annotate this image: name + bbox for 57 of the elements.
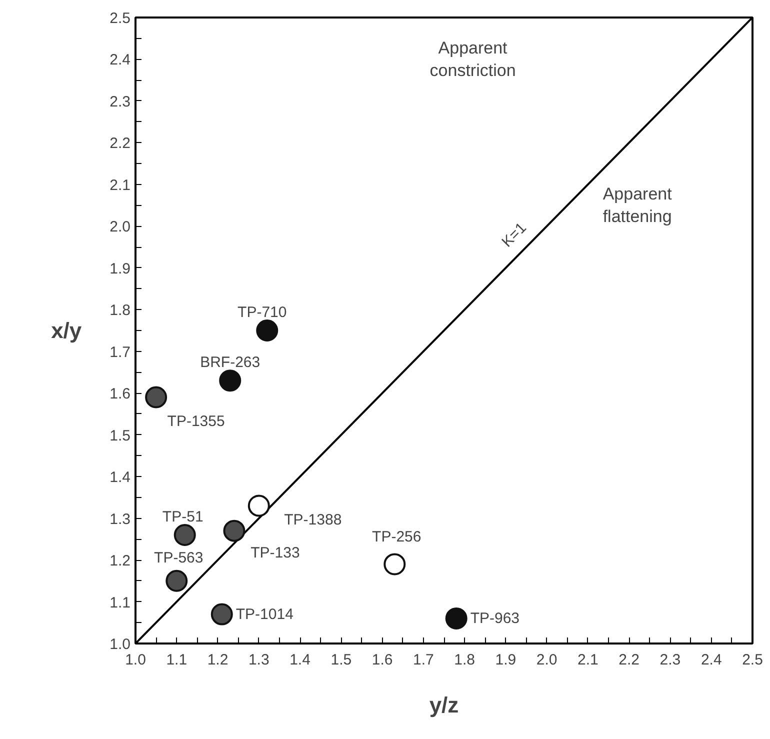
annotation: TP-710 (238, 304, 287, 321)
annotation: TP-963 (470, 610, 520, 627)
y-tick-label: 2.0 (110, 218, 131, 236)
point (384, 553, 406, 576)
y-tick-label: 2.3 (110, 93, 131, 110)
point (248, 494, 270, 517)
x-tick-label: 1.6 (372, 652, 393, 668)
point (166, 570, 188, 592)
x-tick-label: 2.1 (578, 652, 598, 668)
x-tick-label: 1.7 (413, 652, 434, 668)
y-tick-label: 1.2 (110, 552, 131, 570)
x-tick-label: 2.2 (618, 652, 640, 668)
point (445, 607, 468, 630)
annotation: TP-133 (250, 544, 300, 562)
annotation: TP-256 (372, 528, 422, 546)
x-tick-label: 1.3 (248, 652, 270, 668)
y-tick-label: 2.5 (110, 10, 131, 27)
annotation: TP-1355 (167, 412, 225, 430)
annotation: TP-51 (162, 508, 204, 526)
y-tick-label: 1.6 (110, 386, 131, 403)
y-tick-label: 2.1 (110, 176, 131, 194)
annotation: TP-1388 (284, 511, 342, 528)
point (256, 320, 278, 342)
x-tick-label: 1.8 (454, 652, 475, 668)
x-tick-label: 1.0 (125, 652, 146, 668)
y-tick-label: 1.5 (110, 427, 131, 444)
point (174, 524, 196, 546)
annotation: Apparent flattening (602, 184, 672, 226)
x-tick-label: 2.3 (660, 652, 681, 668)
x-tick-label: 2.0 (536, 652, 558, 668)
x-tick-label: 1.9 (495, 652, 516, 668)
point (145, 386, 168, 408)
annotation: BRF-263 (200, 354, 260, 372)
x-tick-label: 1.5 (330, 652, 352, 668)
y-tick-label: 1.9 (110, 260, 131, 278)
y-tick-label: 1.1 (110, 594, 131, 612)
annotation: Apparent constriction (430, 38, 516, 80)
y-tick-label: 1.7 (110, 344, 131, 361)
x-tick-label: 2.4 (700, 652, 722, 668)
y-tick-label: 1.8 (110, 302, 131, 320)
x-tick-label: 2.5 (742, 652, 763, 668)
y-tick-label: 1.4 (110, 469, 131, 486)
x-tick-label: 1.1 (166, 652, 188, 668)
x-tick-label: 1.2 (207, 652, 228, 668)
y-tick-label: 1.3 (110, 510, 131, 528)
point (223, 520, 246, 542)
x-tick-label: 1.4 (290, 652, 310, 668)
annotation: TP-1014 (236, 606, 294, 623)
annotation: K=1 (498, 219, 530, 251)
point (210, 603, 233, 626)
x-axis-title: y/z (429, 692, 459, 718)
y-tick-label: 2.4 (110, 52, 131, 69)
annotation: TP-563 (154, 549, 204, 566)
y-axis-title: x/y (51, 318, 82, 343)
y-tick-label: 2.2 (110, 135, 131, 152)
y-tick-label: 1.0 (110, 636, 131, 653)
point (219, 370, 242, 392)
